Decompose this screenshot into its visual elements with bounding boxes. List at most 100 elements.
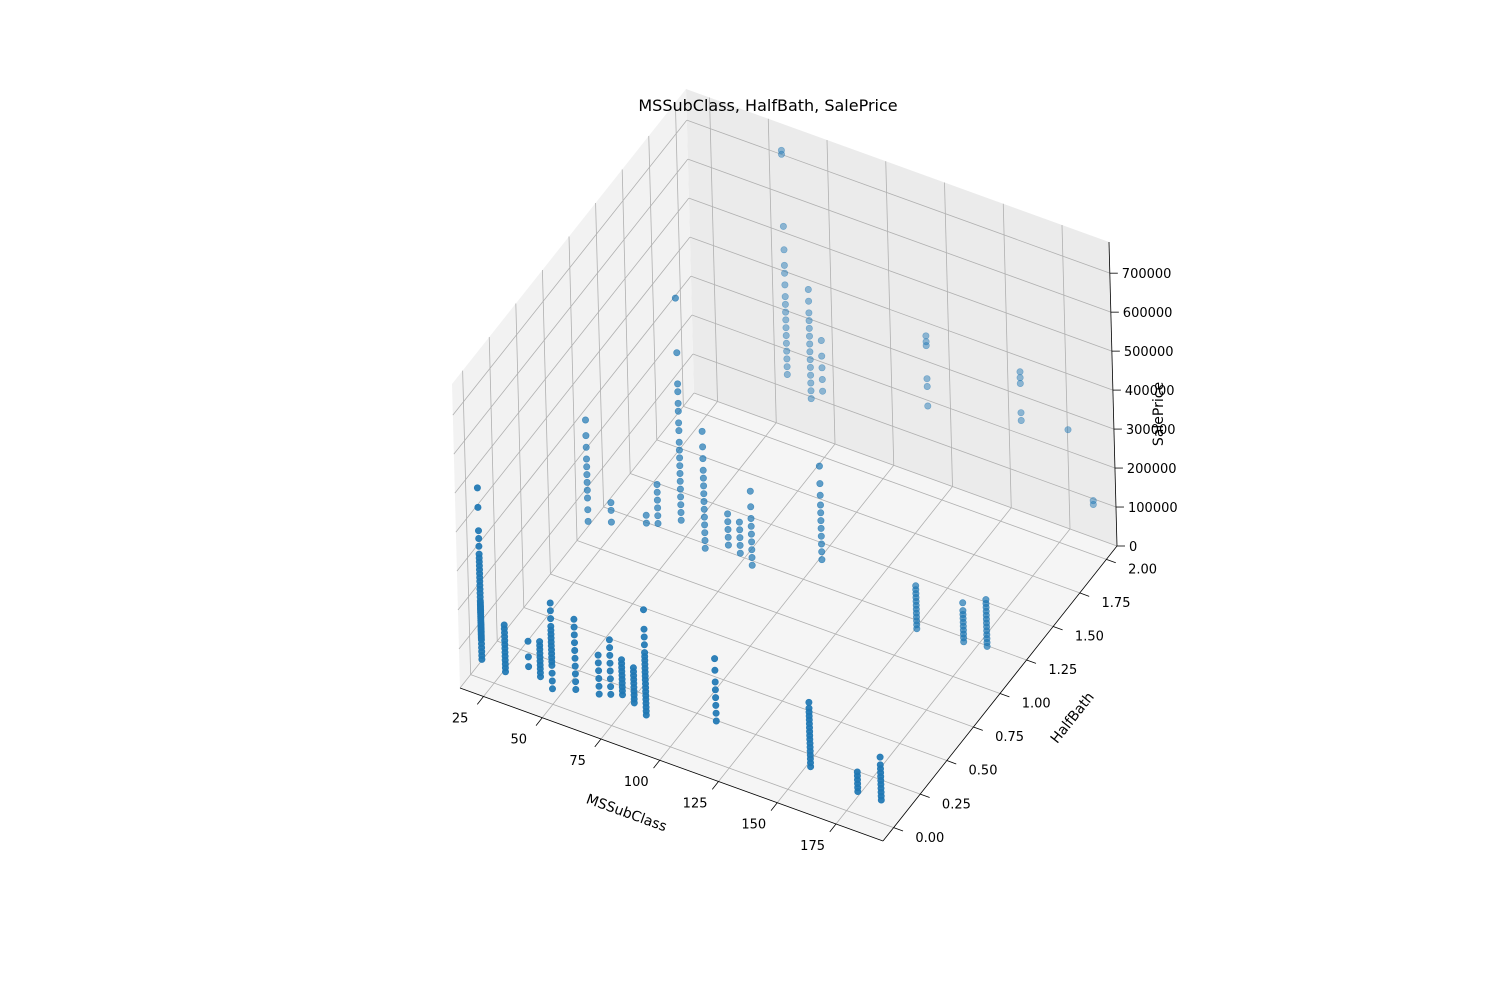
data-point (698, 427, 706, 435)
x-tick-mark (653, 760, 661, 769)
z-tick-label: 600000 (1123, 306, 1173, 321)
data-point (583, 486, 591, 494)
data-point (605, 636, 613, 644)
y-grid-side (542, 270, 551, 575)
data-point (782, 331, 790, 339)
y-tick-mark (946, 760, 957, 765)
z-grid-side (458, 353, 694, 650)
data-point (746, 487, 754, 495)
data-point (817, 532, 825, 540)
data-point (782, 308, 790, 316)
data-point (617, 656, 625, 664)
x-tick-label: 50 (511, 733, 528, 748)
x-grid-back (1002, 203, 1012, 508)
data-point (818, 364, 826, 372)
z-grid-back (688, 197, 1113, 352)
data-point (816, 480, 824, 488)
data-point (640, 625, 648, 633)
data-point (779, 222, 787, 230)
data-point (674, 407, 682, 415)
y-grid-side (648, 135, 658, 440)
data-point (876, 761, 884, 769)
data-point (640, 641, 648, 649)
data-point (582, 432, 590, 440)
z-grid-side (456, 275, 692, 572)
data-point (1016, 374, 1024, 382)
data-point (653, 480, 661, 488)
y-tick-label: 0.50 (969, 764, 998, 779)
data-point (584, 517, 592, 525)
data-point (817, 517, 825, 525)
data-point (783, 363, 791, 371)
data-point (475, 534, 483, 542)
data-point (748, 553, 756, 561)
data-point (583, 471, 591, 479)
data-point (595, 682, 603, 690)
y-grid-side (568, 236, 578, 541)
y-grid-side (674, 102, 684, 407)
data-point (816, 501, 824, 509)
data-point (654, 504, 662, 512)
data-point (924, 402, 932, 410)
z-tick-label: 200000 (1127, 462, 1177, 477)
data-point (548, 677, 556, 685)
data-point (736, 549, 744, 557)
data-point (711, 655, 719, 663)
data-point (607, 499, 615, 507)
data-point (642, 519, 650, 527)
y-grid-side (621, 169, 631, 474)
data-point (853, 768, 861, 776)
data-point (781, 300, 789, 308)
x-grid-back (944, 182, 953, 487)
y-grid-side (595, 202, 604, 507)
z-axis-line (1108, 241, 1118, 547)
data-point (606, 659, 614, 667)
data-point (475, 542, 483, 550)
z-grid-back (693, 392, 1118, 547)
data-point (805, 332, 813, 340)
data-point (724, 541, 732, 549)
data-point (676, 477, 684, 485)
data-point (606, 644, 614, 652)
data-point (673, 349, 681, 357)
data-point (807, 379, 815, 387)
data-point (571, 670, 579, 678)
data-point (735, 518, 743, 526)
data-point (700, 497, 708, 505)
data-point (639, 606, 647, 614)
data-point (781, 269, 789, 277)
data-point (712, 717, 720, 725)
y-tick-label: 2.00 (1128, 563, 1157, 578)
z-tick-label: 100000 (1128, 501, 1178, 516)
data-point (606, 675, 614, 683)
data-point (677, 501, 685, 509)
data-point (922, 332, 930, 340)
data-point (546, 599, 554, 607)
data-point (571, 646, 579, 654)
data-point (536, 638, 544, 646)
grid-lines (452, 97, 1118, 828)
y-tick-mark (893, 827, 904, 832)
data-point (1016, 379, 1024, 387)
data-point (747, 530, 755, 538)
data-point (876, 753, 884, 761)
data-point (524, 637, 532, 645)
data-point (818, 375, 826, 383)
data-point (783, 347, 791, 355)
data-point (594, 651, 602, 659)
data-points (473, 146, 1097, 804)
data-point (548, 669, 556, 677)
data-point (923, 375, 931, 383)
x-grid-back (826, 139, 836, 445)
data-point (748, 546, 756, 554)
data-point (1089, 497, 1097, 505)
data-point (805, 324, 813, 332)
data-point (805, 309, 813, 317)
x-tick-mark (770, 802, 778, 811)
y-grid-floor (470, 674, 894, 828)
data-point (816, 491, 824, 499)
y-tick-mark (1053, 626, 1063, 631)
y-grid-side (515, 303, 525, 608)
x-tick-mark (594, 738, 602, 748)
